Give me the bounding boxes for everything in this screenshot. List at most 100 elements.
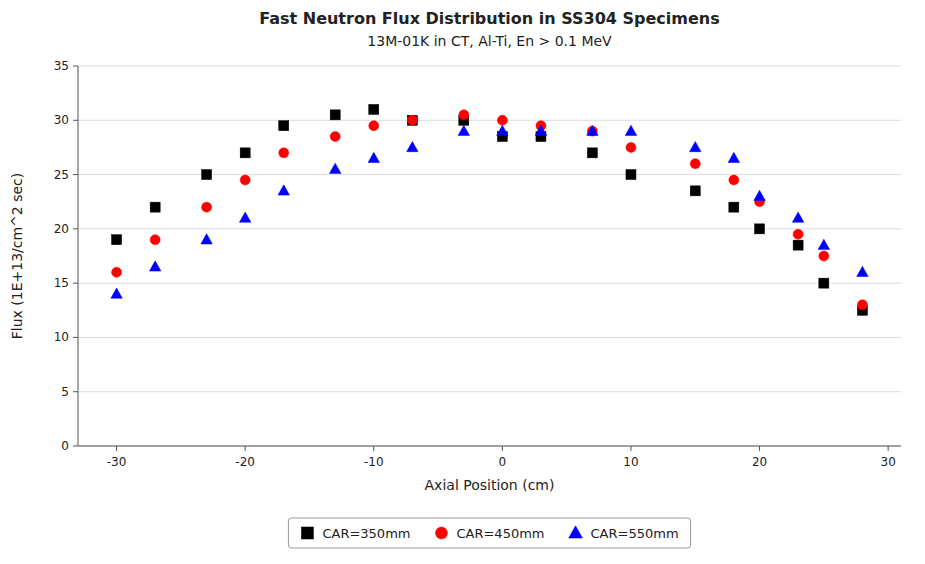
x-tick [116, 446, 117, 451]
grid-line [78, 446, 901, 447]
background [0, 0, 925, 564]
point [278, 185, 290, 195]
y-tick-label: 25 [54, 168, 69, 182]
x-tick [630, 446, 631, 451]
point [587, 125, 599, 135]
point [497, 115, 507, 125]
point [729, 175, 739, 185]
point [407, 115, 417, 125]
x-tick-label: 20 [752, 455, 767, 469]
point [150, 202, 160, 212]
point [690, 159, 700, 169]
x-tick-label: -10 [364, 455, 384, 469]
point [857, 266, 869, 276]
point [792, 212, 804, 222]
legend-item: CAR=350mm [301, 526, 410, 541]
point [330, 132, 340, 142]
legend: CAR=350mmCAR=450mmCAR=550mm [288, 518, 690, 548]
point [690, 141, 702, 151]
y-tick-label: 35 [54, 59, 69, 73]
x-tick-label: 10 [623, 455, 638, 469]
y-tick [73, 283, 78, 284]
y-tick [73, 337, 78, 338]
legend-marker [569, 526, 583, 538]
point [587, 148, 597, 158]
point [368, 152, 380, 162]
point [407, 141, 419, 151]
point [690, 186, 700, 196]
point [201, 234, 213, 244]
point [279, 121, 289, 131]
point [857, 300, 867, 310]
x-tick [888, 446, 889, 451]
grid-line [78, 337, 901, 338]
point [626, 142, 636, 152]
x-tick-label: 0 [499, 455, 507, 469]
y-tick-label: 5 [61, 385, 69, 399]
point [497, 125, 509, 135]
y-tick [73, 66, 78, 67]
point [793, 229, 803, 239]
point [112, 267, 122, 277]
y-tick-label: 0 [61, 439, 69, 453]
point [150, 235, 160, 245]
point [149, 261, 161, 271]
point [754, 190, 766, 200]
y-tick-label: 30 [54, 113, 69, 127]
legend-box [288, 518, 690, 548]
title: Fast Neutron Flux Distribution in SS304 … [259, 9, 720, 28]
point [202, 202, 212, 212]
point [330, 110, 340, 120]
point [458, 125, 470, 135]
grid-line [78, 391, 901, 392]
point [369, 104, 379, 114]
point [818, 239, 830, 249]
point [755, 224, 765, 234]
point [111, 288, 123, 298]
point [239, 212, 251, 222]
y-tick [73, 228, 78, 229]
grid-line [78, 66, 901, 67]
grid [78, 66, 901, 446]
x-tick [373, 446, 374, 451]
y-tick [73, 391, 78, 392]
x-tick [502, 446, 503, 451]
point [587, 126, 597, 136]
point [202, 170, 212, 180]
legend-label: CAR=450mm [456, 526, 544, 541]
point [535, 125, 547, 135]
point [729, 202, 739, 212]
y-tick [73, 446, 78, 447]
point [279, 148, 289, 158]
point [240, 148, 250, 158]
y-tick [73, 120, 78, 121]
x-tick-label: -20 [235, 455, 255, 469]
point [369, 121, 379, 131]
point [407, 115, 417, 125]
point [626, 170, 636, 180]
legend-marker [435, 527, 447, 539]
x-axis-label: Axial Position (cm) [425, 477, 555, 493]
series [112, 104, 868, 315]
series [112, 110, 868, 310]
y-axis-line [78, 66, 79, 446]
x-tick-label: -30 [107, 455, 127, 469]
x-axis-line [78, 446, 901, 447]
marks [111, 104, 868, 315]
x-tick [245, 446, 246, 451]
point [459, 110, 469, 120]
subtitle: 13M-01K in CT, Al-Ti, En > 0.1 MeV [367, 33, 612, 49]
grid-line [78, 120, 901, 121]
x-tick [759, 446, 760, 451]
point [329, 163, 341, 173]
y-tick-label: 20 [54, 222, 69, 236]
point [240, 175, 250, 185]
point [819, 251, 829, 261]
point [819, 278, 829, 288]
point [728, 152, 740, 162]
point [625, 125, 637, 135]
y-tick [73, 174, 78, 175]
legend-item: CAR=450mm [435, 526, 544, 541]
x-tick-label: 30 [881, 455, 896, 469]
point [112, 235, 122, 245]
